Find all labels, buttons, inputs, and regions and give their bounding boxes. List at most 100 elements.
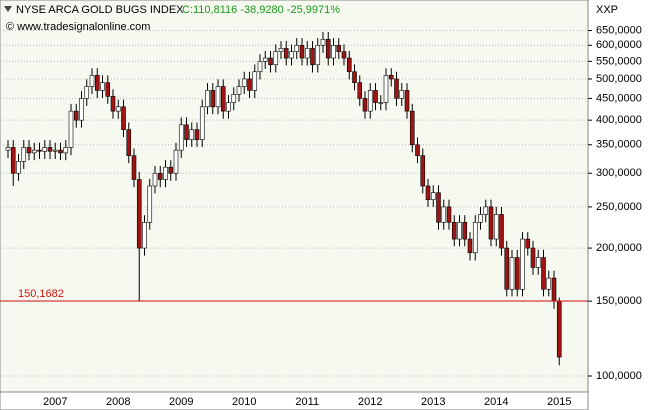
candle-body xyxy=(26,147,32,154)
candle-body xyxy=(47,147,53,152)
candle-body xyxy=(535,257,541,268)
candle-body xyxy=(352,71,357,83)
x-tick-label: 2014 xyxy=(484,396,508,408)
candle-body xyxy=(115,106,121,112)
candle-body xyxy=(194,129,200,140)
candle-body xyxy=(509,257,515,290)
candle-body xyxy=(320,38,326,46)
candle-body xyxy=(404,90,410,112)
candle-body xyxy=(147,185,153,223)
candle-body xyxy=(467,238,473,254)
candle-body xyxy=(409,110,415,146)
candle-body xyxy=(189,129,195,140)
y-tick-label: 200,0000 xyxy=(596,242,642,254)
symbol: XXP xyxy=(596,4,618,16)
candle-body xyxy=(68,110,74,148)
candle-body xyxy=(420,155,426,187)
chart-title: NYSE ARCA GOLD BUGS INDEX xyxy=(16,4,184,16)
candle-body xyxy=(131,155,137,180)
candle-body xyxy=(315,45,321,66)
candle-body xyxy=(5,147,11,151)
candle-body xyxy=(441,206,447,223)
candle-body xyxy=(163,166,168,180)
x-tick-label: 2012 xyxy=(358,396,382,408)
candle-body xyxy=(488,206,494,240)
candle-body xyxy=(152,172,158,187)
y-tick-label: 600,0000 xyxy=(596,39,642,51)
candle-body xyxy=(425,185,431,200)
candle-body xyxy=(247,78,252,91)
candle-body xyxy=(357,82,363,99)
candle-body xyxy=(499,214,504,249)
candle-body xyxy=(241,78,247,87)
x-tick-label: 2008 xyxy=(106,396,130,408)
candle-body xyxy=(362,98,368,112)
x-tick-label: 2009 xyxy=(169,396,193,408)
candle-body xyxy=(273,51,279,66)
candle-body xyxy=(304,48,310,59)
candle-body xyxy=(388,75,394,80)
candle-body xyxy=(42,147,48,152)
candle-body xyxy=(10,147,16,174)
candle-body xyxy=(430,192,436,200)
candle-body xyxy=(462,221,468,240)
candle-body xyxy=(530,247,536,268)
candle-body xyxy=(16,161,21,174)
candle-body xyxy=(331,45,336,59)
candle-body xyxy=(289,51,294,59)
candle-body xyxy=(110,96,116,112)
candle-body xyxy=(367,90,373,112)
candle-body xyxy=(436,192,441,223)
candle-body xyxy=(178,124,184,151)
candle-body xyxy=(31,149,37,154)
candle-body xyxy=(105,82,111,97)
candle-body xyxy=(478,214,483,223)
candle-body xyxy=(346,57,352,73)
candle-body xyxy=(383,75,389,103)
candle-body xyxy=(236,86,242,95)
candle-body xyxy=(157,172,163,180)
candles xyxy=(5,31,562,366)
candle-body xyxy=(294,45,300,52)
candle-body xyxy=(52,149,58,152)
reference-label: 150,1682 xyxy=(18,288,64,300)
candle-body xyxy=(220,86,226,112)
title-icon xyxy=(4,6,12,12)
y-tick-label: 450,0000 xyxy=(596,92,642,104)
x-tick-label: 2013 xyxy=(421,396,445,408)
y-tick-label: 150,0000 xyxy=(596,295,642,307)
candle-body xyxy=(278,48,284,52)
candle-body xyxy=(215,86,221,108)
candle-body xyxy=(21,147,27,162)
candle-body xyxy=(325,38,331,59)
y-tick-label: 500,0000 xyxy=(596,73,642,85)
candle-body xyxy=(58,149,63,154)
candle-body xyxy=(493,214,499,240)
candle-body xyxy=(136,179,142,249)
candle-body xyxy=(310,48,315,66)
y-tick-label: 250,0000 xyxy=(596,201,642,213)
candle-body xyxy=(262,57,268,62)
candle-body xyxy=(226,102,231,112)
candle-body xyxy=(451,221,457,240)
candle-body xyxy=(210,90,216,108)
candle-body xyxy=(126,129,132,156)
candle-body xyxy=(472,221,478,254)
candle-body xyxy=(299,45,305,59)
candle-body xyxy=(63,147,69,154)
candle-body xyxy=(483,206,489,215)
candle-body xyxy=(283,48,289,59)
y-tick-label: 100,0000 xyxy=(596,370,642,382)
candle-body xyxy=(168,166,174,174)
watermark: © www.tradesignalonline.com xyxy=(6,21,150,33)
y-tick-label: 650,0000 xyxy=(596,24,642,36)
candle-body xyxy=(546,277,552,290)
x-tick-label: 2010 xyxy=(232,396,256,408)
candle-body xyxy=(73,110,79,121)
candle-body xyxy=(252,71,258,91)
candle-body xyxy=(100,82,105,91)
x-axis-band xyxy=(0,391,589,410)
y-tick-label: 400,0000 xyxy=(596,114,642,126)
candle-body xyxy=(84,86,90,99)
